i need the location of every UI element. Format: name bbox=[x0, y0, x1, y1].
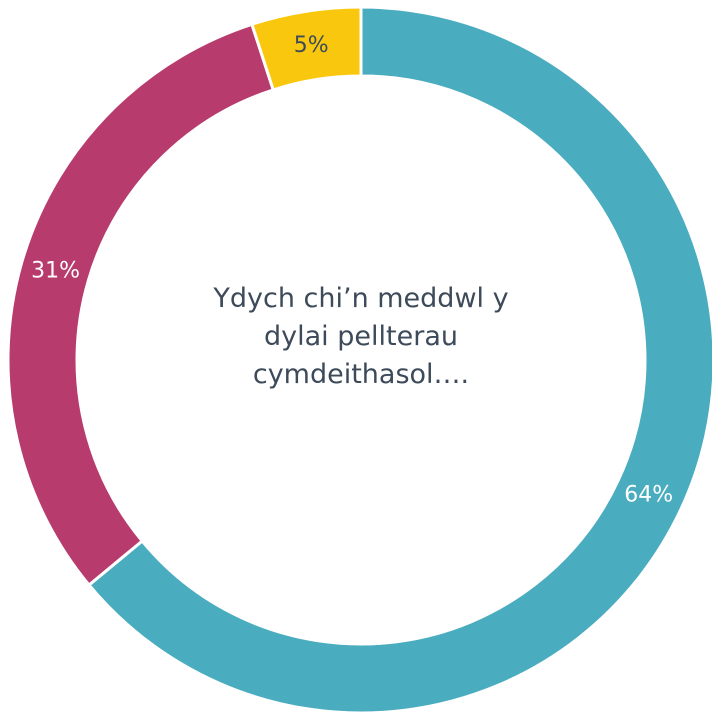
data-label: 64% bbox=[624, 482, 673, 507]
donut-slice bbox=[86, 5, 712, 715]
data-label: 5% bbox=[294, 33, 329, 58]
data-label: 31% bbox=[31, 258, 80, 283]
donut-slice bbox=[250, 5, 363, 92]
chart-title: Ydych chi’n meddwl y dylai pellterau cym… bbox=[213, 283, 509, 390]
